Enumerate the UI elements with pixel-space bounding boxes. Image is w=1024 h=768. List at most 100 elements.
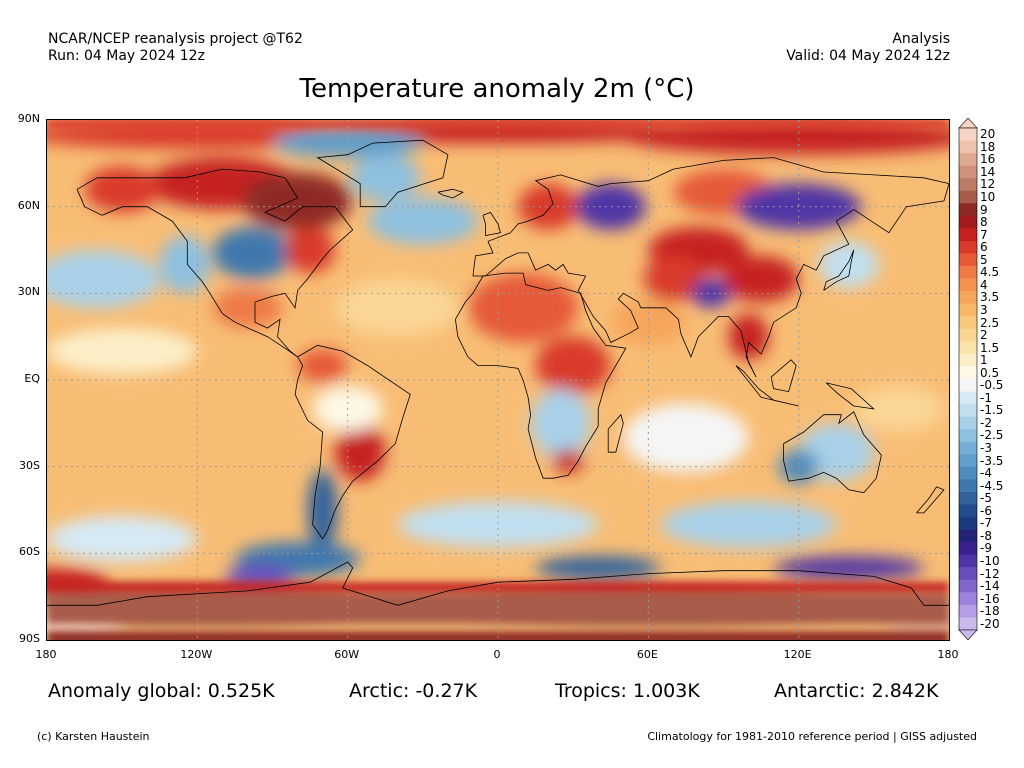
colorbar-label: 18 bbox=[980, 139, 996, 154]
anomaly-blob bbox=[853, 385, 944, 432]
colorbar-min-arrow bbox=[958, 629, 978, 640]
colorbar-segment bbox=[959, 240, 977, 254]
colorbar-label: -1 bbox=[980, 390, 992, 405]
anomaly-blob bbox=[285, 226, 336, 274]
anomaly-blob bbox=[535, 336, 611, 395]
colorbar-label: 1 bbox=[980, 353, 988, 368]
colorbar-label: -12 bbox=[980, 566, 1000, 581]
colorbar-label: 9 bbox=[980, 202, 988, 217]
anomaly-blob bbox=[297, 348, 348, 383]
colorbar-segment bbox=[959, 140, 977, 154]
colorbar-label: -18 bbox=[980, 604, 1000, 619]
colorbar-label: -4.5 bbox=[980, 478, 1004, 493]
longitude-label: 60W bbox=[334, 648, 360, 661]
colorbar-segment bbox=[959, 554, 977, 568]
tropics-anomaly: Tropics: 1.003K bbox=[555, 680, 700, 702]
colorbar bbox=[958, 118, 978, 640]
colorbar-label: 16 bbox=[980, 152, 996, 167]
anomaly-blob bbox=[553, 449, 584, 473]
colorbar-segment bbox=[959, 404, 977, 417]
coastline-australia bbox=[783, 411, 882, 494]
longitude-label: 60E bbox=[636, 648, 658, 661]
anomaly-blob bbox=[623, 403, 749, 473]
anomaly-blob bbox=[773, 556, 924, 580]
latitude-label: 90S bbox=[19, 632, 40, 645]
anomaly-blob bbox=[575, 183, 646, 230]
anomaly-blob bbox=[518, 183, 579, 230]
colorbar-segment bbox=[959, 579, 977, 593]
climatology-note: Climatology for 1981-2010 reference peri… bbox=[647, 730, 977, 743]
colorbar-label: 3 bbox=[980, 302, 988, 317]
colorbar-label: -8 bbox=[980, 528, 992, 543]
colorbar-segment bbox=[959, 190, 977, 204]
anomaly-map bbox=[46, 119, 950, 641]
colorbar-segment bbox=[959, 316, 977, 330]
colorbar-label: 4.5 bbox=[980, 265, 1000, 280]
anomaly-blob bbox=[535, 556, 661, 580]
anomaly-blob bbox=[397, 501, 599, 548]
colorbar-label: -3 bbox=[980, 441, 992, 456]
colorbar-label: 3.5 bbox=[980, 290, 1000, 305]
coastline-africa bbox=[455, 272, 627, 479]
coastline-iceland bbox=[437, 188, 464, 199]
colorbar-segment bbox=[959, 379, 977, 392]
colorbar-label: -7 bbox=[980, 516, 992, 531]
colorbar-label: 14 bbox=[980, 164, 996, 179]
colorbar-segment bbox=[959, 466, 977, 480]
colorbar-label: -2 bbox=[980, 415, 992, 430]
global-anomaly: Anomaly global: 0.525K bbox=[48, 680, 275, 702]
map-title: Temperature anomaly 2m (°C) bbox=[299, 74, 695, 104]
colorbar-segment bbox=[959, 429, 977, 443]
colorbar-label: -0.5 bbox=[980, 378, 1004, 393]
antarctic-coast-band bbox=[47, 582, 949, 593]
anomaly-blob bbox=[643, 255, 704, 302]
colorbar-label: -9 bbox=[980, 541, 992, 556]
colorbar-label: 1.5 bbox=[980, 340, 1000, 355]
coastline-uk bbox=[482, 211, 502, 236]
coastline-greenland bbox=[316, 139, 449, 208]
analysis-label: Analysis bbox=[892, 31, 950, 47]
colorbar-segment bbox=[959, 542, 977, 555]
colorbar-label: -3.5 bbox=[980, 453, 1004, 468]
colorbar-label: -4 bbox=[980, 466, 992, 481]
colorbar-segment bbox=[959, 454, 977, 468]
coastline-new-zealand bbox=[916, 486, 945, 514]
latitude-label: EQ bbox=[24, 372, 40, 385]
colorbar-label: 6 bbox=[980, 240, 988, 255]
longitude-label: 120W bbox=[180, 648, 213, 661]
anomaly-blob bbox=[728, 313, 769, 360]
colorbar-max-arrow bbox=[958, 118, 978, 129]
longitude-label: 180 bbox=[937, 648, 959, 661]
colorbar-label: -20 bbox=[980, 616, 1000, 631]
anomaly-blob bbox=[84, 166, 160, 213]
map-canvas bbox=[47, 120, 949, 640]
longitude-label: 0 bbox=[493, 648, 501, 661]
latitude-label: 30N bbox=[17, 285, 40, 299]
colorbar-label: -2.5 bbox=[980, 428, 1004, 443]
colorbar-segment bbox=[959, 291, 977, 304]
anomaly-blob bbox=[335, 278, 461, 337]
colorbar-segment bbox=[959, 203, 977, 217]
colorbar-label: 7 bbox=[980, 227, 988, 242]
colorbar-label: 5 bbox=[980, 252, 988, 267]
antarctic-south-band bbox=[47, 631, 949, 640]
colorbar-label: 20 bbox=[980, 127, 996, 142]
colorbar-label: 4 bbox=[980, 277, 988, 292]
colorbar-label: -14 bbox=[980, 579, 1000, 594]
colorbar-label: -5 bbox=[980, 491, 992, 506]
coastline-borneo bbox=[770, 359, 797, 393]
colorbar-segment bbox=[959, 178, 977, 192]
coastlines bbox=[47, 139, 949, 606]
colorbar-segment bbox=[959, 253, 977, 267]
colorbar-segment bbox=[959, 391, 977, 405]
longitude-label: 120E bbox=[783, 648, 812, 661]
coastline-antarctica bbox=[47, 561, 949, 606]
colorbar-segment bbox=[959, 366, 977, 380]
anomaly-blob bbox=[660, 501, 837, 548]
arctic-anomaly: Arctic: -0.27K bbox=[349, 680, 478, 702]
colorbar-label: 8 bbox=[980, 215, 988, 230]
anomaly-blob bbox=[690, 278, 732, 308]
colorbar-label: -16 bbox=[980, 591, 1000, 606]
arctic-top-band bbox=[47, 120, 949, 128]
anomaly-blob bbox=[272, 128, 423, 158]
